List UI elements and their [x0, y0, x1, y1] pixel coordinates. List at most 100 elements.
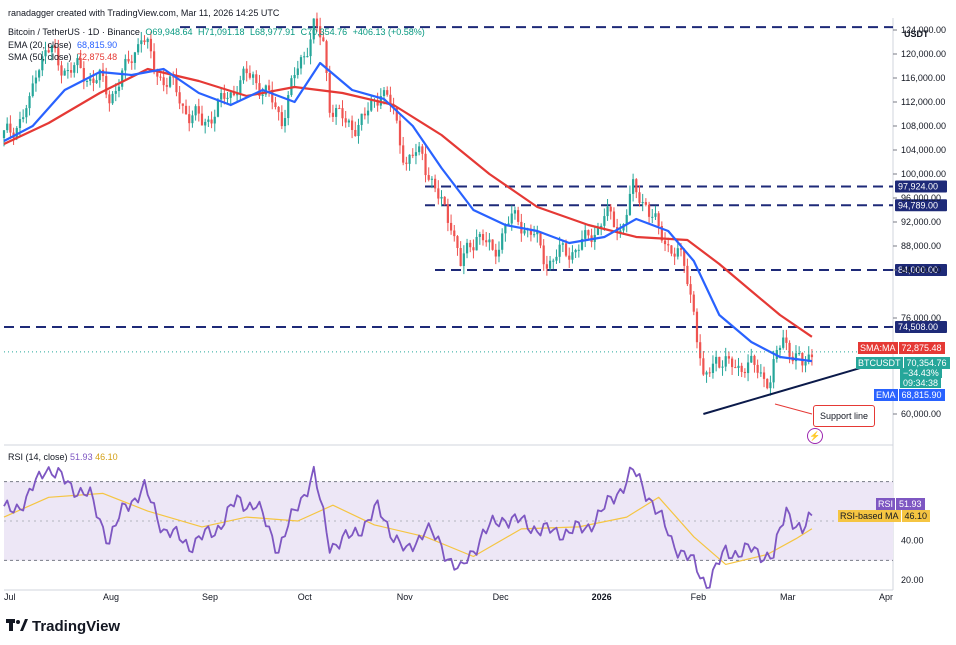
- candle-body: [632, 179, 635, 194]
- candle-body: [44, 50, 47, 57]
- price-tick-label: 108,000.00: [901, 121, 946, 131]
- candle-body: [210, 119, 213, 124]
- alert-icon[interactable]: ⚡: [807, 428, 823, 444]
- candle-body: [651, 216, 654, 218]
- candle-body: [660, 226, 663, 241]
- candle-body: [95, 80, 98, 83]
- candle-body: [711, 363, 715, 373]
- candle-body: [705, 372, 708, 375]
- time-tick-label: Nov: [397, 592, 414, 602]
- candle-body: [258, 83, 261, 96]
- candle-body: [156, 72, 159, 77]
- rsi-legend[interactable]: RSI (14, close) 51.93 46.10: [8, 452, 118, 462]
- candle-body: [226, 97, 229, 99]
- symbol-name[interactable]: Bitcoin / TetherUS · 1D · Binance: [8, 27, 140, 37]
- candle-body: [689, 284, 692, 295]
- candle-body: [478, 234, 481, 237]
- candle-body: [644, 202, 647, 205]
- candle-body: [73, 65, 76, 73]
- candle-body: [328, 72, 331, 113]
- candle-body: [446, 204, 449, 223]
- candle-body: [322, 37, 325, 42]
- candle-body: [114, 90, 117, 94]
- candle-body: [350, 120, 354, 130]
- rsi-ma-legend-value: 46.10: [95, 452, 118, 462]
- candle-body: [108, 94, 111, 104]
- candle-body: [501, 233, 504, 250]
- ema-box-label: EMA: [874, 389, 898, 401]
- candle-body: [564, 243, 568, 256]
- candle-body: [133, 52, 137, 63]
- candle-body: [769, 382, 772, 389]
- candle-body: [759, 372, 762, 374]
- price-tick-label: 120,000.00: [901, 49, 946, 59]
- candle-body: [740, 365, 743, 372]
- candle-body: [699, 342, 702, 359]
- candle-body: [667, 244, 670, 246]
- candle-body: [379, 96, 382, 106]
- candle-body: [299, 57, 303, 69]
- candle-body: [191, 115, 194, 124]
- ema-legend[interactable]: EMA (20, close) 68,815.90: [8, 40, 120, 50]
- candle-body: [223, 93, 226, 99]
- candle-body: [577, 249, 580, 251]
- candle-body: [360, 113, 363, 125]
- candle-body: [753, 355, 756, 365]
- candle-body: [124, 58, 127, 71]
- candle-body: [606, 206, 609, 217]
- candle-body: [756, 364, 759, 373]
- rsi-box-value: 51.93: [896, 498, 925, 510]
- ohlc-change: +406.13 (+0.58%): [352, 27, 425, 37]
- candle-body: [31, 83, 34, 97]
- candle-body: [366, 110, 370, 116]
- candle-body: [456, 236, 459, 249]
- candle-body: [507, 223, 510, 225]
- candle-body: [204, 121, 207, 126]
- candle-body: [424, 153, 427, 176]
- candle-body: [542, 245, 545, 265]
- tradingview-logo-text: TradingView: [32, 618, 121, 635]
- candle-body: [810, 354, 814, 358]
- price-tick-label: 100,000.00: [901, 169, 946, 179]
- candle-body: [654, 213, 657, 217]
- ohlc-high: H71,091.18: [197, 27, 245, 37]
- candle-body: [548, 260, 552, 269]
- candle-body: [9, 123, 12, 133]
- candle-body: [188, 114, 191, 124]
- price-axis: 60,000.00 76,000.00 84,000.00 88,000.00 92,0…: [893, 25, 946, 419]
- candle-body: [453, 230, 456, 237]
- candle-body: [319, 26, 322, 38]
- candle-body: [638, 192, 641, 203]
- rsi-legend-title: RSI (14, close): [8, 452, 68, 462]
- level-price-label: 74,508.00: [898, 322, 938, 332]
- candle-body: [718, 356, 721, 368]
- candle-body: [673, 253, 676, 257]
- candle-body: [2, 130, 6, 138]
- candle-body: [414, 152, 418, 156]
- candle-body: [251, 74, 255, 78]
- symbol-line[interactable]: Bitcoin / TetherUS · 1D · Binance O69,94…: [8, 27, 428, 37]
- candle-body: [465, 242, 469, 254]
- currency-label[interactable]: USDT: [904, 29, 929, 39]
- candle-body: [296, 68, 299, 75]
- tradingview-logo[interactable]: TradingView: [6, 618, 120, 635]
- candle-body: [686, 265, 689, 285]
- sma-legend[interactable]: SMA (50, close) 72,875.48: [8, 52, 120, 62]
- candle-body: [175, 76, 178, 93]
- candle-body: [60, 65, 63, 76]
- candle-body: [15, 128, 18, 138]
- candle-body: [159, 76, 162, 78]
- candle-body: [34, 77, 38, 84]
- moving-averages: [3, 61, 893, 363]
- rsi-line: [3, 465, 813, 589]
- last-box-value: 70,354.76: [903, 357, 950, 369]
- candle-body: [600, 225, 603, 228]
- ema-price-box: EMA 68,815.90: [874, 389, 945, 401]
- candle-body: [386, 90, 389, 95]
- price-tick-label: 88,000.00: [901, 241, 941, 251]
- candle-body: [267, 85, 271, 90]
- support-line-annotation[interactable]: Support line: [813, 405, 875, 427]
- candle-body: [536, 231, 539, 235]
